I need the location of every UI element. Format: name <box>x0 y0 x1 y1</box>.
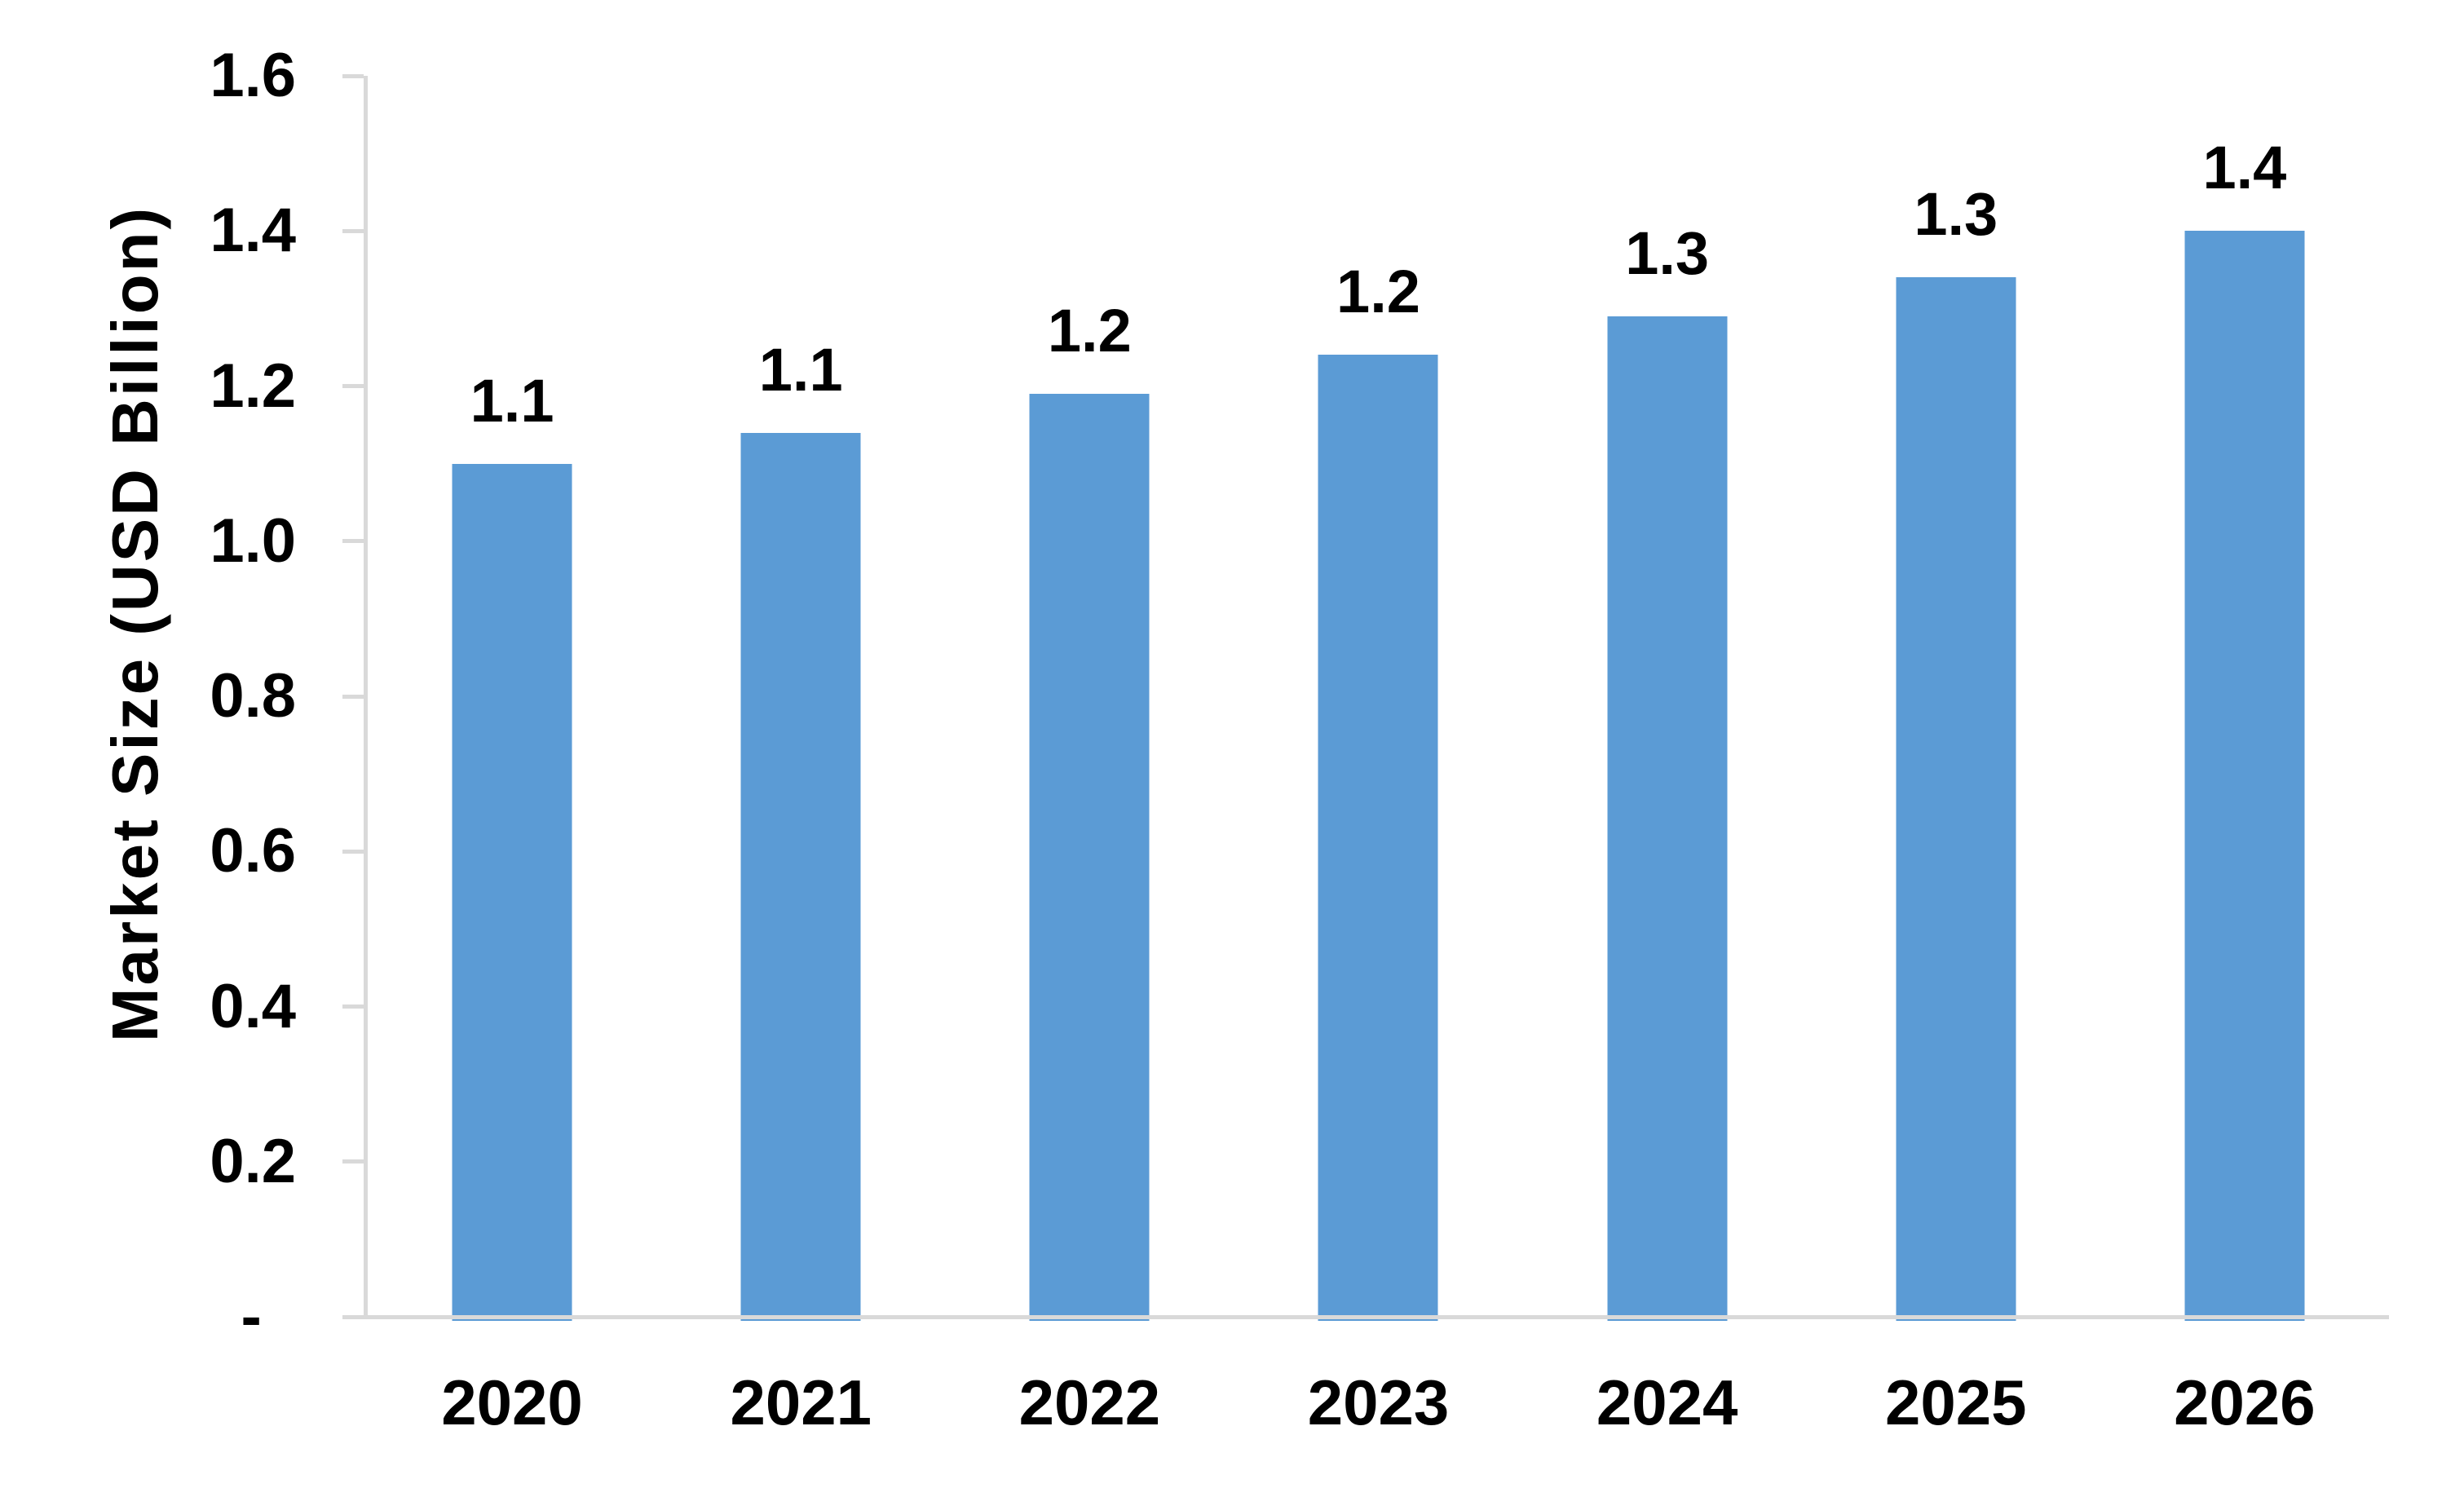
bar-value-label: 1.3 <box>1625 219 1710 287</box>
bar <box>740 432 861 1321</box>
bar <box>1607 316 1728 1321</box>
y-tick-mark <box>342 73 364 78</box>
x-tick-label: 2022 <box>1018 1367 1161 1438</box>
bar-value-label: 1.2 <box>1336 258 1420 326</box>
bar <box>2184 231 2305 1321</box>
y-tick-mark <box>342 1005 364 1009</box>
category-slot: 1.3 2024 <box>1523 76 1812 1434</box>
y-tick-label: 1.0 <box>210 506 296 576</box>
x-tick-label: 2023 <box>1307 1367 1450 1438</box>
x-axis-line <box>342 1315 2389 1319</box>
category-slot: 1.1 2020 <box>368 76 656 1434</box>
bar-value-label: 1.1 <box>470 366 554 435</box>
x-tick-label: 2025 <box>1885 1367 2027 1438</box>
y-tick-label: 0.6 <box>210 816 296 886</box>
x-tick-label: 2026 <box>2174 1367 2316 1438</box>
bar-value-label: 1.1 <box>758 335 843 404</box>
x-tick-label: 2021 <box>730 1367 872 1438</box>
category-slot: 1.2 2023 <box>1234 76 1522 1434</box>
bar <box>452 463 572 1321</box>
bars-area: 1.1 2020 1.1 2021 1.2 2022 1.2 2023 1.3 2024 1.3 20… <box>368 76 2389 1434</box>
bar <box>1896 277 2016 1321</box>
plot-area: 1.6 1.4 1.2 1.0 0.8 0.6 0.4 0.2- 1.1 2020 1.1 2021… <box>210 45 2389 1434</box>
bar <box>1029 394 1150 1321</box>
y-tick-mark <box>342 1159 364 1164</box>
y-tick-mark <box>342 228 364 233</box>
bar-value-label: 1.3 <box>1914 180 1998 249</box>
bar-value-label: 1.2 <box>1047 297 1132 365</box>
y-tick-label: 1.2 <box>210 351 296 421</box>
y-tick-label: 0.4 <box>210 971 296 1041</box>
x-tick-label: 2020 <box>441 1367 583 1438</box>
category-slot: 1.1 2021 <box>656 76 945 1434</box>
y-tick-label: 0.2 <box>210 1126 296 1196</box>
x-tick-label: 2024 <box>1596 1367 1738 1438</box>
y-tick-label: - <box>241 1282 296 1351</box>
category-slot: 1.3 2025 <box>1812 76 2100 1434</box>
y-tick-mark <box>342 849 364 854</box>
y-axis-line <box>364 76 368 1319</box>
y-tick-label: 0.8 <box>210 661 296 731</box>
y-tick-mark <box>342 694 364 699</box>
y-axis-title: Market Size (USD Billion) <box>99 205 171 1043</box>
y-tick-label: 1.6 <box>210 41 296 110</box>
y-tick-mark <box>342 384 364 388</box>
bar <box>1318 355 1438 1321</box>
category-slot: 1.4 2026 <box>2100 76 2389 1434</box>
y-tick-mark <box>342 539 364 544</box>
y-tick-label: 1.4 <box>210 196 296 266</box>
category-slot: 1.2 2022 <box>945 76 1234 1434</box>
bar-value-label: 1.4 <box>2202 134 2287 202</box>
